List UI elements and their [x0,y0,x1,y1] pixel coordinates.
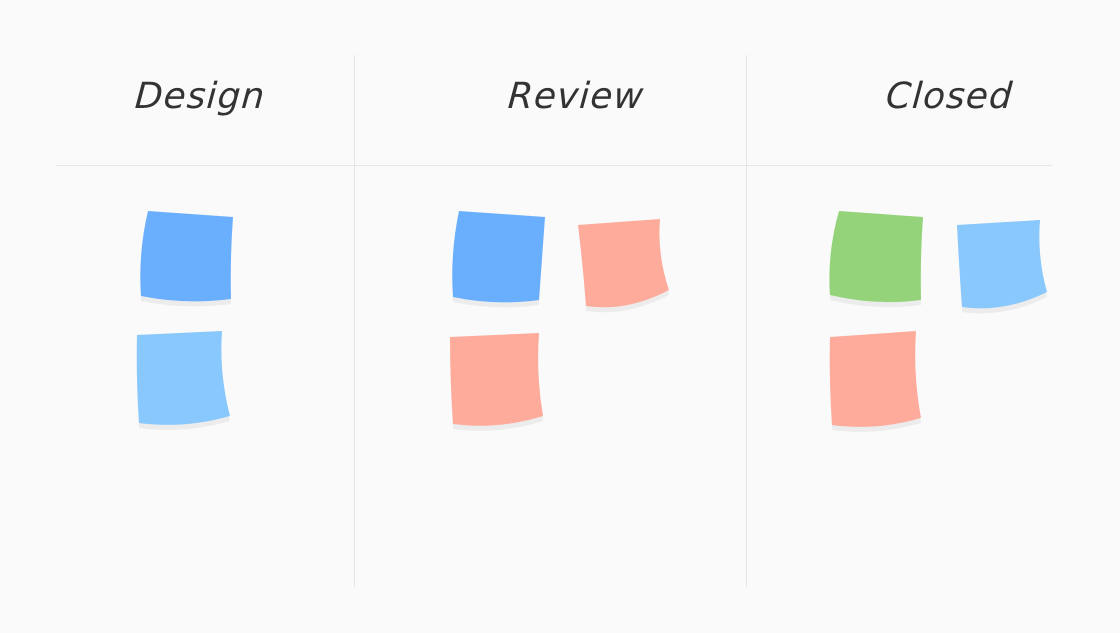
column-divider [746,55,747,587]
note-body[interactable] [452,211,545,303]
note-body[interactable] [578,219,669,308]
note-body[interactable] [136,331,230,425]
sticky-note-green[interactable] [829,211,923,308]
sticky-note-light-blue[interactable] [136,331,230,430]
note-body[interactable] [140,211,233,302]
note-body[interactable] [450,333,543,426]
sticky-note-salmon[interactable] [450,333,543,431]
column-divider [354,55,355,587]
sticky-note-blue[interactable] [452,211,545,308]
sticky-note-salmon[interactable] [578,219,669,313]
note-body[interactable] [957,220,1047,309]
sticky-note-salmon[interactable] [829,331,921,432]
note-body[interactable] [829,211,923,303]
sticky-note-blue[interactable] [140,211,233,307]
note-body[interactable] [829,331,921,427]
header-divider [56,165,1052,166]
sticky-note-light-blue[interactable] [957,220,1047,314]
